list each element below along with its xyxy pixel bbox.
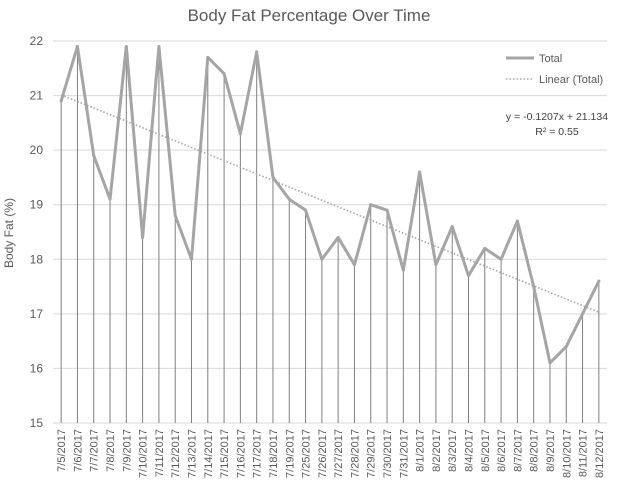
data-point [352, 263, 356, 267]
x-tick-label: 8/1/2017 [415, 429, 427, 472]
data-point [190, 257, 193, 261]
x-axis-ticks: 7/5/2017 7/6/2017 7/7/2017 7/8/2017 7/9/2017… [56, 429, 606, 478]
chart-title: Body Fat Percentage Over Time [188, 6, 431, 25]
data-point [238, 132, 242, 136]
x-tick-label: 7/11/2017 [154, 429, 166, 477]
data-point [124, 44, 128, 48]
x-tick-label: 8/3/2017 [447, 429, 459, 472]
data-point [108, 197, 112, 201]
series-line-total [59, 44, 601, 365]
x-tick-label: 7/26/2017 [317, 429, 329, 478]
data-point [515, 219, 519, 223]
data-point [287, 197, 291, 201]
trendline [60, 94, 600, 313]
y-tick-label: 17 [30, 307, 44, 321]
data-point [483, 246, 487, 250]
series-group [59, 44, 601, 365]
data-point [385, 208, 389, 212]
data-point [320, 257, 324, 261]
gridlines [53, 40, 607, 424]
data-point [141, 235, 145, 239]
x-tick-label: 7/29/2017 [366, 429, 378, 478]
y-tick-label: 21 [30, 89, 44, 103]
data-point [157, 44, 161, 48]
y-tick-label: 22 [30, 34, 44, 48]
x-tick-label: 7/15/2017 [219, 429, 231, 478]
data-point [467, 274, 470, 278]
x-tick-label: 7/18/2017 [268, 429, 280, 478]
data-point [418, 170, 422, 174]
data-point [75, 44, 79, 48]
data-point [255, 50, 259, 54]
data-point [369, 203, 373, 207]
x-tick-label: 8/4/2017 [464, 429, 476, 472]
legend-label-total: Total [539, 53, 562, 65]
data-point [581, 312, 585, 316]
x-tick-label: 8/2/2017 [431, 429, 443, 472]
x-tick-label: 8/5/2017 [480, 429, 492, 472]
data-point [304, 208, 308, 212]
data-point [59, 99, 63, 103]
y-tick-label: 18 [30, 252, 44, 266]
data-point [206, 55, 210, 59]
x-tick-label: 7/19/2017 [284, 429, 296, 478]
data-point [92, 154, 96, 158]
data-point [499, 257, 503, 261]
y-tick-label: 15 [30, 416, 44, 430]
legend: Total Linear (Total) [506, 53, 603, 86]
x-tick-label: 7/17/2017 [252, 429, 264, 478]
x-tick-label: 7/13/2017 [187, 429, 199, 478]
x-tick-label: 7/28/2017 [349, 429, 361, 478]
data-point [401, 268, 405, 272]
x-tick-label: 7/9/2017 [121, 429, 133, 472]
y-tick-label: 19 [30, 198, 44, 212]
x-tick-label: 7/8/2017 [105, 429, 117, 472]
data-point [564, 345, 568, 349]
data-point [173, 214, 177, 218]
x-tick-label: 7/12/2017 [170, 429, 182, 478]
x-tick-label: 7/7/2017 [89, 429, 101, 472]
data-point [548, 361, 552, 365]
data-point [336, 235, 340, 239]
x-tick-label: 8/7/2017 [512, 429, 524, 472]
x-tick-label: 8/8/2017 [529, 429, 541, 472]
x-tick-label: 7/27/2017 [333, 429, 345, 478]
data-point [222, 72, 226, 76]
x-tick-label: 8/6/2017 [496, 429, 508, 472]
data-point [450, 225, 454, 229]
x-tick-label: 8/11/2017 [578, 429, 590, 477]
drop-lines [60, 46, 600, 423]
y-axis-ticks: 15 16 17 18 19 20 21 22 [30, 34, 44, 430]
x-tick-label: 7/25/2017 [301, 429, 313, 478]
x-tick-label: 7/16/2017 [235, 429, 247, 478]
data-point [597, 279, 601, 283]
trendline-r-squared: R² = 0.55 [535, 126, 579, 138]
y-tick-label: 16 [30, 361, 44, 375]
x-tick-label: 7/14/2017 [203, 429, 215, 478]
x-tick-label: 7/10/2017 [138, 429, 150, 478]
x-tick-label: 7/31/2017 [398, 429, 410, 478]
data-point [532, 285, 536, 289]
x-tick-label: 8/12/2017 [594, 429, 606, 478]
trendline-equation: y = -0.1207x + 21.134 [506, 111, 608, 123]
x-tick-label: 7/30/2017 [382, 429, 394, 478]
x-tick-label: 7/6/2017 [72, 429, 84, 472]
data-point [434, 263, 438, 267]
y-axis-title: Body Fat (%) [2, 198, 16, 268]
y-tick-label: 20 [30, 143, 44, 157]
x-tick-label: 7/5/2017 [56, 429, 68, 472]
x-tick-label: 8/10/2017 [561, 429, 573, 478]
trendline-group [60, 94, 600, 313]
data-point [271, 175, 275, 179]
legend-label-trendline: Linear (Total) [539, 74, 603, 86]
x-tick-label: 8/9/2017 [545, 429, 557, 472]
